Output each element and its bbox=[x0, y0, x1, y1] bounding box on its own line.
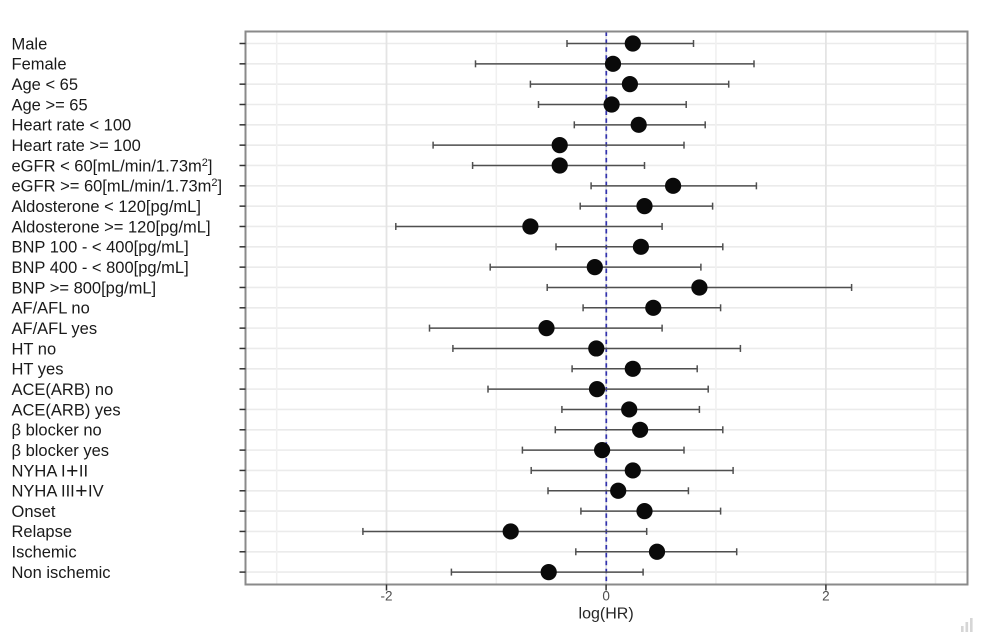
svg-text:0: 0 bbox=[602, 589, 610, 604]
svg-text:HT no: HT no bbox=[12, 340, 57, 358]
svg-text:Aldosterone < 120[pg/mL]: Aldosterone < 120[pg/mL] bbox=[12, 198, 201, 216]
svg-text:BNP >= 800[pg/mL]: BNP >= 800[pg/mL] bbox=[12, 279, 157, 297]
svg-text:Non ischemic: Non ischemic bbox=[12, 564, 111, 582]
svg-text:Aldosterone >= 120[pg/mL]: Aldosterone >= 120[pg/mL] bbox=[12, 218, 211, 236]
svg-text:Onset: Onset bbox=[12, 503, 56, 521]
svg-text:Relapse: Relapse bbox=[12, 523, 73, 541]
svg-text:eGFR < 60[mL/min/1.73m2]: eGFR < 60[mL/min/1.73m2] bbox=[12, 157, 213, 176]
svg-text:Heart rate < 100: Heart rate < 100 bbox=[12, 117, 132, 135]
svg-text:eGFR >= 60[mL/min/1.73m2]: eGFR >= 60[mL/min/1.73m2] bbox=[12, 177, 223, 196]
svg-text:AF/AFL no: AF/AFL no bbox=[12, 300, 90, 318]
svg-text:NYHA III+IV: NYHA III+IV bbox=[12, 480, 104, 503]
svg-text:2: 2 bbox=[822, 589, 830, 604]
svg-text:log(HR): log(HR) bbox=[579, 606, 634, 623]
svg-text:NYHA I+II: NYHA I+II bbox=[12, 460, 89, 483]
svg-text:Age < 65: Age < 65 bbox=[12, 76, 79, 94]
svg-text:BNP 400 - < 800[pg/mL]: BNP 400 - < 800[pg/mL] bbox=[12, 259, 189, 277]
svg-text:Ischemic: Ischemic bbox=[12, 544, 77, 562]
svg-text:Male: Male bbox=[12, 35, 48, 53]
svg-text:Heart rate >= 100: Heart rate >= 100 bbox=[12, 137, 141, 155]
svg-text:HT yes: HT yes bbox=[12, 361, 64, 379]
svg-text:β blocker yes: β blocker yes bbox=[12, 442, 110, 460]
svg-text:ACE(ARB) no: ACE(ARB) no bbox=[12, 381, 114, 399]
svg-text:Age >= 65: Age >= 65 bbox=[12, 96, 88, 114]
svg-text:Female: Female bbox=[12, 56, 67, 74]
svg-text:AF/AFL yes: AF/AFL yes bbox=[12, 320, 98, 338]
svg-text:-2: -2 bbox=[380, 589, 392, 604]
svg-text:β blocker no: β blocker no bbox=[12, 422, 102, 440]
svg-text:BNP 100 - < 400[pg/mL]: BNP 100 - < 400[pg/mL] bbox=[12, 239, 189, 257]
svg-text:ACE(ARB) yes: ACE(ARB) yes bbox=[12, 401, 121, 419]
